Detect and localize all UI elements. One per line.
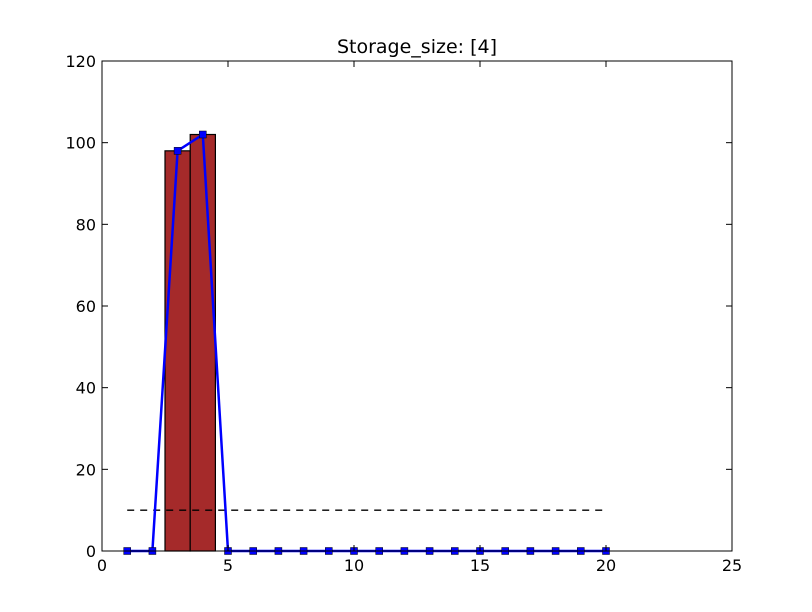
- y-tick-label: 80: [76, 215, 96, 234]
- data-point: [199, 130, 207, 139]
- x-tick-label: 15: [470, 556, 490, 575]
- x-tick-label: 10: [344, 556, 364, 575]
- y-tick-label: 40: [76, 379, 96, 398]
- x-tick-label: 5: [223, 556, 233, 575]
- y-tick-label: 120: [65, 52, 96, 71]
- x-tick-label: 25: [722, 556, 742, 575]
- y-tick-label: 0: [86, 542, 96, 561]
- y-tick-label: 100: [65, 134, 96, 153]
- chart-title: Storage_size: [4]: [337, 36, 497, 58]
- ticks-layer: 0 5 10 15 20 25 0 20 40 60 80 100 120: [65, 52, 742, 575]
- y-tick-label: 20: [76, 460, 96, 479]
- bar: [189, 133, 216, 552]
- bar: [164, 150, 191, 552]
- y-tick-label: 60: [76, 297, 96, 316]
- x-tick-label: 0: [97, 556, 107, 575]
- data-point: [173, 147, 182, 155]
- bars-layer: [164, 133, 216, 552]
- x-tick-label: 20: [596, 556, 616, 575]
